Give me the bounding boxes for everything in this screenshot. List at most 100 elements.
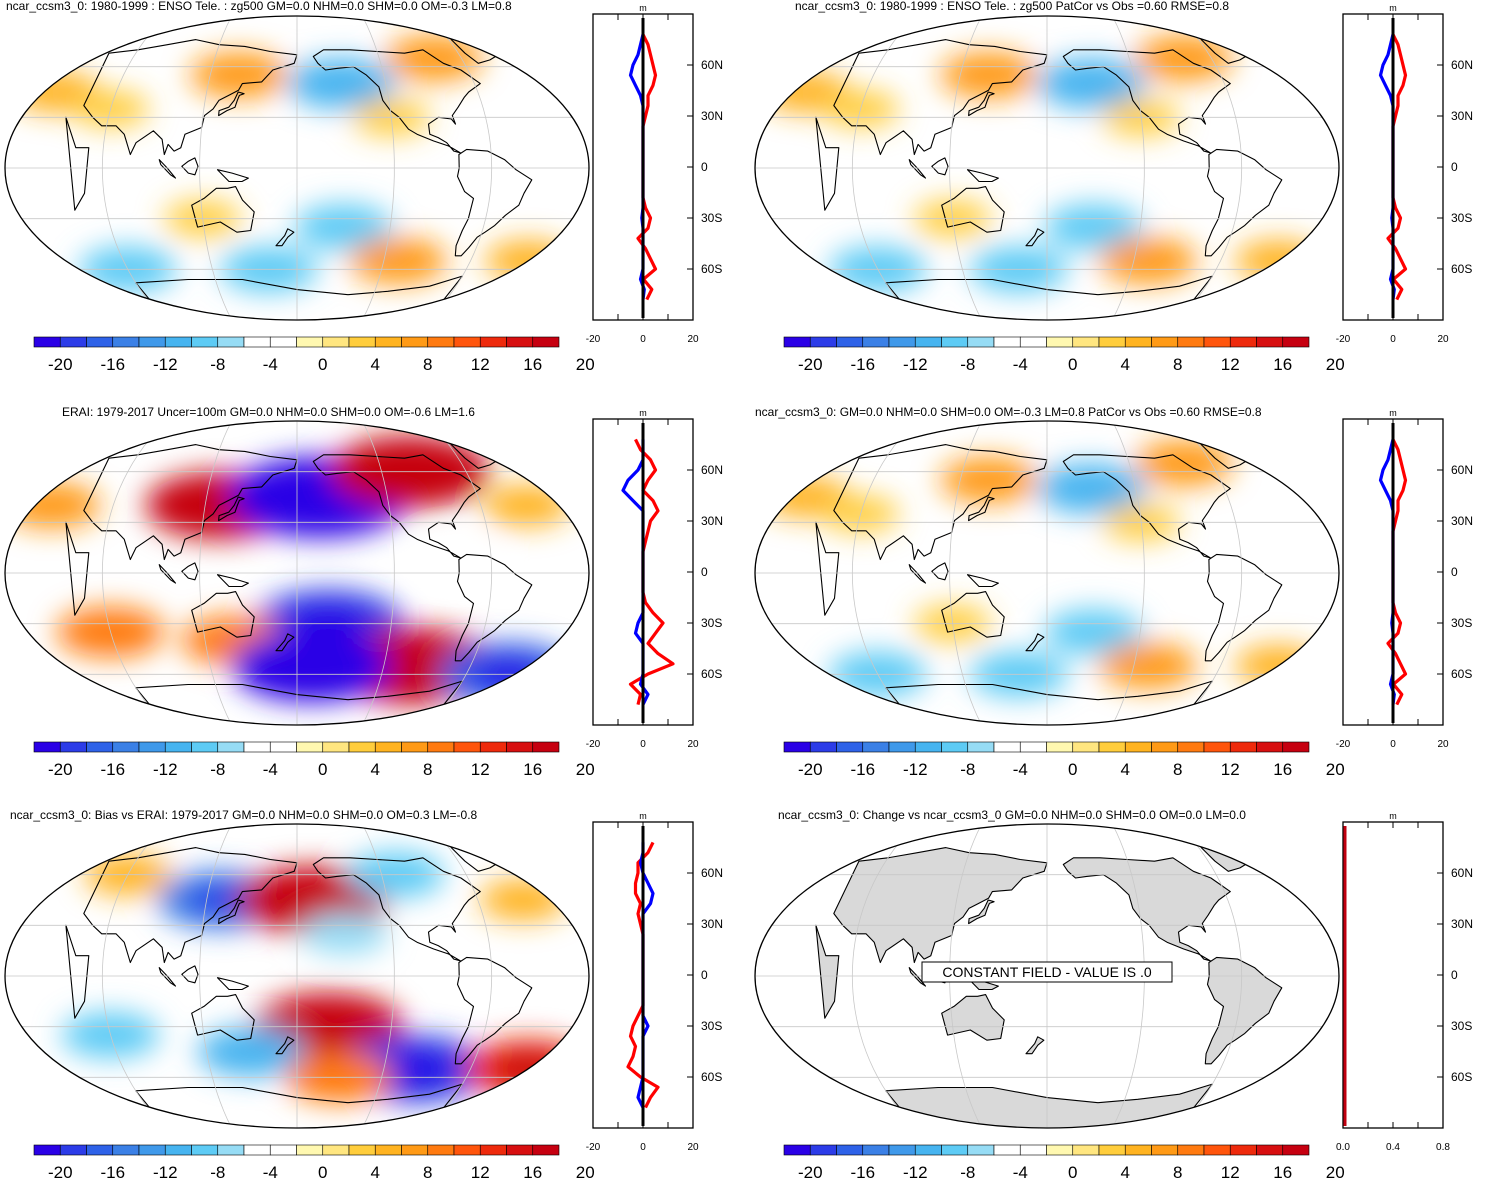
colorbar-swatch: [243, 741, 271, 753]
colorbar-swatch: [296, 1144, 324, 1156]
lat-tick-label: 60N: [701, 58, 723, 72]
colorbar-swatch: [59, 1144, 87, 1156]
colorbar-swatch: [1124, 1144, 1152, 1156]
colorbar-swatch: [59, 336, 87, 348]
map-frame: [754, 823, 1340, 1129]
colorbar-label: -4: [1013, 760, 1028, 779]
colorbar-swatch: [532, 336, 560, 348]
colorbar-label: -12: [153, 760, 178, 779]
coastline: [83, 847, 298, 964]
zonal-series-line: [636, 842, 655, 1109]
field-anomaly: [301, 913, 389, 955]
lat-tick-label: 30N: [701, 109, 723, 123]
panel-3: ERAI: 1979-2017 Uncer=100m GM=0.0 NHM=0.…: [0, 393, 742, 786]
zonal-units: m: [1389, 3, 1397, 13]
colorbar-label: 8: [423, 355, 432, 374]
map-frame: [4, 420, 590, 726]
coastline: [968, 91, 995, 117]
field-anomaly: [420, 537, 498, 575]
map-plot: m 60N 30N 0 30S 60S -20 0 20 -20 -16 -12 -8 -4 0 4 8 12 16…: [4, 811, 723, 1179]
zonal-mean-plot: m 60N 30N 0 30S 60S -20 0 20: [1336, 3, 1473, 345]
colorbar-label: 16: [523, 355, 542, 374]
colorbar-swatch: [1072, 1144, 1100, 1156]
colorbar-swatch: [138, 1144, 166, 1156]
lat-tick-label: 30N: [1451, 514, 1473, 528]
colorbar-swatch: [374, 741, 402, 753]
colorbar-swatch: [783, 336, 811, 348]
coastline: [968, 899, 995, 925]
colorbar-swatch: [33, 336, 61, 348]
map-group: m 60N 30N 0 30S 60S -20 0 20 -20 -16 -12 -8 -4 0 4 8 12 16…: [4, 408, 723, 779]
coastline: [908, 564, 927, 584]
coastline: [65, 924, 90, 1019]
panel-4: ncar_ccsm3_0: GM=0.0 NHM=0.0 SHM=0.0 OM=…: [750, 393, 1485, 786]
field-anomaly: [1044, 609, 1143, 655]
colorbar-swatch: [1229, 741, 1257, 753]
zonal-series-line: [636, 33, 658, 301]
map-group: m 60N 30N 0 30S 60S -20 0 20 -20 -16 -12 -8 -4 0 4 8 12 16…: [4, 811, 723, 1179]
longitude-line: [851, 16, 917, 320]
colorbar-swatch: [191, 336, 219, 348]
colorbar-swatch: [1019, 336, 1047, 348]
colorbar-swatch: [479, 741, 507, 753]
colorbar-swatch: [401, 741, 429, 753]
colorbar-label: 16: [1273, 1163, 1292, 1179]
longitude-line: [101, 16, 167, 320]
colorbar-label: -4: [263, 355, 278, 374]
x-tick-label: 20: [687, 334, 699, 345]
colorbar-label: -16: [100, 1163, 125, 1179]
coastline: [312, 49, 481, 154]
colorbar-label: 20: [576, 1163, 595, 1179]
colorbar-swatch: [86, 336, 114, 348]
coastline: [1062, 49, 1231, 154]
coastline: [1062, 454, 1231, 559]
colorbar-label: -8: [210, 1163, 225, 1179]
zonal-units: m: [639, 408, 647, 418]
colorbar-label: -20: [48, 1163, 73, 1179]
colorbar-label: 8: [423, 1163, 432, 1179]
coastline: [158, 564, 177, 584]
coastline: [941, 591, 1005, 638]
coastline: [135, 1083, 463, 1128]
colorbar-swatch: [1282, 1144, 1310, 1156]
coastline: [454, 553, 533, 662]
coastline: [181, 965, 199, 984]
colorbar-label: -12: [903, 355, 928, 374]
map-frame: [4, 823, 590, 1129]
colorbar-swatch: [1046, 336, 1074, 348]
field-anomaly: [385, 35, 483, 82]
field-anomaly-core: [267, 646, 356, 686]
lat-tick-label: 0: [1451, 565, 1458, 579]
zonal-mean-plot: m 60N 30N 0 30S 60S -20 0 20: [586, 3, 723, 345]
colorbar-swatch: [967, 741, 995, 753]
colorbar-swatch: [217, 741, 245, 753]
coastline: [181, 562, 199, 581]
coastline: [1204, 956, 1283, 1065]
field-anomaly: [190, 52, 288, 98]
colorbar-swatch: [191, 741, 219, 753]
field-anomaly: [349, 238, 448, 284]
coastline: [833, 444, 1048, 561]
colorbar-swatch: [1229, 1144, 1257, 1156]
colorbar-swatch: [1046, 1144, 1074, 1156]
x-tick-label: -20: [1336, 739, 1351, 750]
lat-tick-label: 60N: [1451, 866, 1473, 880]
zonal-mean-plot: m 60N 30N 0 30S 60S -20 0 20: [1336, 408, 1473, 750]
colorbar-swatch: [86, 741, 114, 753]
x-tick-label: 0: [640, 1142, 646, 1153]
colorbar-label: 20: [1326, 355, 1345, 374]
colorbar-swatch: [993, 1144, 1021, 1156]
colorbar-swatch: [164, 1144, 192, 1156]
map-group: m 60N 30N 0 30S 60S -20 0 20 -20 -16 -12 -8 -4 0 4 8 12 16…: [754, 3, 1473, 374]
colorbar-swatch: [1019, 741, 1047, 753]
constant-label: CONSTANT FIELD - VALUE IS .0: [942, 964, 1151, 980]
colorbar-swatch: [322, 741, 350, 753]
coastline: [312, 454, 481, 559]
colorbar-swatch: [506, 336, 534, 348]
coastline: [216, 977, 249, 991]
lat-tick-label: 0: [701, 565, 708, 579]
map-frame: [754, 420, 1340, 726]
coastline: [191, 994, 255, 1041]
colorbar-label: -20: [798, 760, 823, 779]
lat-tick-label: 60S: [1451, 1070, 1472, 1084]
